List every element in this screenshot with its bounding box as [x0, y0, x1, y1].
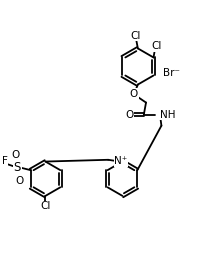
- Text: O: O: [130, 89, 138, 99]
- Text: O: O: [125, 110, 134, 120]
- Text: Cl: Cl: [131, 31, 141, 41]
- Text: N⁺: N⁺: [114, 156, 127, 166]
- Text: O: O: [15, 176, 24, 186]
- Text: Br⁻: Br⁻: [163, 68, 180, 78]
- Text: NH: NH: [160, 110, 175, 120]
- Text: Cl: Cl: [40, 201, 51, 211]
- Text: O: O: [11, 150, 19, 160]
- Text: F: F: [2, 156, 8, 166]
- Text: S: S: [14, 162, 21, 174]
- Text: Cl: Cl: [152, 41, 162, 52]
